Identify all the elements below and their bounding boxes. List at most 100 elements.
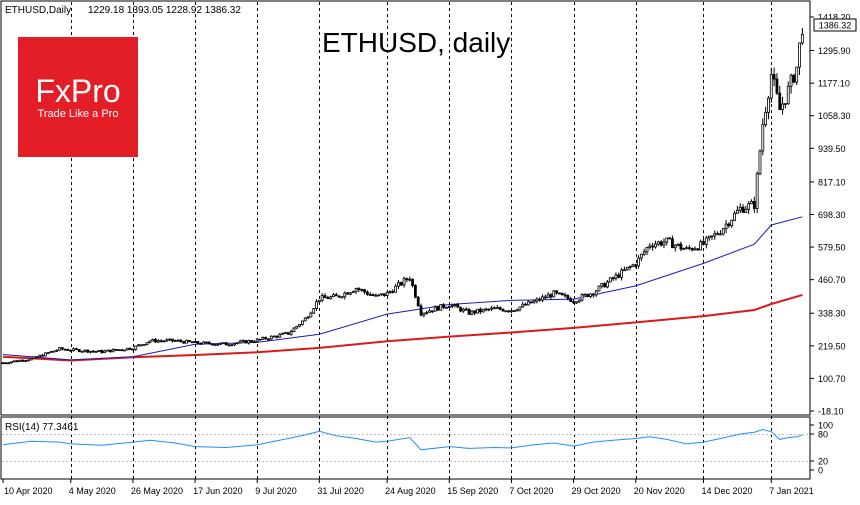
- candle: [750, 199, 753, 205]
- candle: [349, 292, 352, 296]
- candle: [83, 349, 87, 353]
- candle-body: [332, 294, 335, 298]
- candle-body: [329, 296, 333, 300]
- candle-body: [501, 308, 505, 312]
- candle: [591, 293, 595, 298]
- candle: [493, 306, 496, 310]
- candle-body: [541, 296, 544, 301]
- candle-body: [357, 288, 361, 290]
- candle-body: [721, 228, 725, 235]
- candle: [594, 289, 598, 297]
- candle: [1, 362, 5, 365]
- last-price-tag: 1386.32: [813, 18, 857, 32]
- candle: [196, 341, 200, 345]
- candle: [43, 352, 47, 357]
- candle: [781, 96, 784, 115]
- candle: [94, 350, 98, 353]
- logo-brand: FxPro: [35, 73, 120, 109]
- rsi-tick-label: 0: [818, 466, 823, 476]
- candle-body: [100, 350, 104, 354]
- candle-body: [159, 340, 163, 343]
- candle-body: [207, 341, 211, 345]
- candle-body: [690, 248, 694, 251]
- candle-body: [724, 223, 728, 230]
- candle-body: [368, 294, 372, 296]
- candle: [334, 292, 338, 297]
- candle-body: [123, 349, 126, 352]
- candle-body: [464, 308, 468, 311]
- candle: [140, 344, 143, 347]
- price-y-axis: 1418.20 1295.90 1177.10 1058.30 939.50 817.10…: [810, 13, 851, 417]
- candle-body: [419, 305, 423, 316]
- y-tick-label: -18.10: [818, 407, 844, 417]
- candle-body: [247, 340, 251, 344]
- candle: [272, 335, 276, 338]
- candle-body: [199, 342, 203, 345]
- candle: [659, 239, 663, 247]
- candle: [32, 356, 36, 359]
- candle-body: [63, 348, 67, 351]
- candle: [394, 283, 398, 293]
- candle-body: [38, 354, 42, 358]
- candle-body: [603, 283, 607, 288]
- candle-body: [190, 341, 194, 344]
- candle-body: [317, 299, 321, 303]
- candle-body: [408, 278, 412, 281]
- candle: [55, 349, 59, 352]
- candle-body: [651, 245, 655, 248]
- candle: [241, 339, 245, 342]
- candle: [29, 358, 33, 361]
- candle-body: [399, 282, 403, 286]
- candle: [439, 304, 443, 311]
- candle: [24, 359, 27, 363]
- candle: [555, 290, 559, 295]
- candle-body: [586, 293, 590, 298]
- candle-body: [413, 285, 417, 298]
- candle-body: [716, 233, 720, 235]
- candle-body: [798, 42, 801, 68]
- candle: [727, 222, 731, 229]
- candle-body: [800, 33, 804, 44]
- candle: [487, 308, 491, 312]
- candle-body: [750, 201, 753, 205]
- candle: [789, 73, 793, 94]
- candle-body: [478, 308, 482, 313]
- candle: [125, 347, 129, 351]
- candle: [453, 303, 457, 308]
- candle: [543, 294, 547, 300]
- candle: [693, 246, 697, 251]
- x-tick-label: 10 Apr 2020: [4, 486, 53, 496]
- candle-body: [213, 344, 217, 346]
- candle: [484, 307, 488, 312]
- candle-body: [171, 338, 174, 342]
- candle: [498, 306, 502, 311]
- candle-body: [75, 348, 78, 351]
- candle: [758, 149, 762, 176]
- candle: [114, 349, 118, 351]
- candle-body: [394, 285, 398, 293]
- candle-body: [710, 235, 714, 238]
- candle: [365, 290, 369, 296]
- candle-body: [363, 289, 366, 293]
- candle: [315, 299, 318, 311]
- candle: [552, 290, 556, 298]
- candle-body: [326, 297, 330, 300]
- candle-body: [196, 341, 200, 344]
- candle-body: [659, 241, 663, 246]
- candle-body: [275, 335, 279, 338]
- candle: [402, 276, 406, 288]
- candle-body: [306, 316, 310, 319]
- candle: [798, 42, 801, 76]
- y-tick-label: 460.70: [818, 275, 846, 285]
- logo-tagline: Trade Like a Pro: [38, 108, 119, 120]
- candle-body: [284, 332, 287, 334]
- candle-body: [439, 304, 443, 311]
- candle: [510, 310, 513, 314]
- candle: [258, 338, 262, 341]
- candle-body: [281, 332, 285, 335]
- candle-body: [682, 248, 686, 250]
- candle-body: [456, 304, 460, 308]
- candle: [566, 294, 570, 301]
- candle-body: [18, 359, 22, 362]
- candle: [154, 337, 157, 344]
